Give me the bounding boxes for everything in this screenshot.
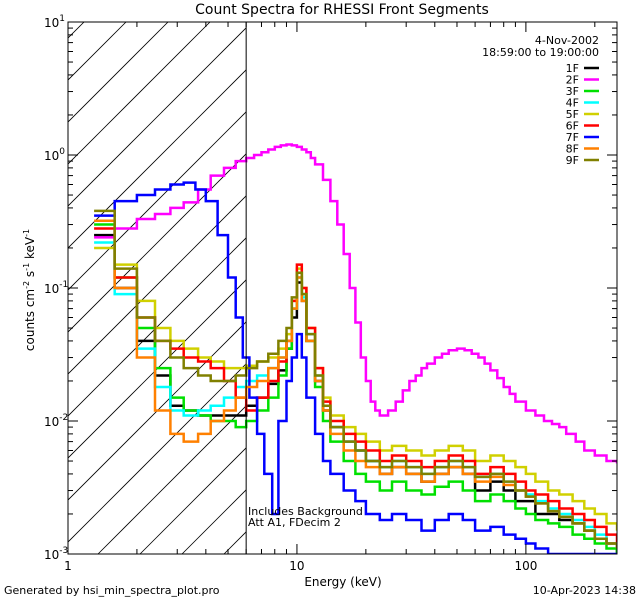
y-tick-label: 10-2 — [44, 413, 68, 429]
series-group — [94, 143, 617, 554]
x-tick-label: 1 — [64, 559, 72, 573]
chart-title: Count Spectra for RHESSI Front Segments — [195, 2, 489, 18]
y-tick-label: 101 — [44, 14, 65, 30]
hatch-line — [0, 0, 110, 554]
hatch-line — [68, 321, 247, 501]
legend-label: 4F — [566, 97, 579, 110]
series-line-2F — [94, 143, 617, 464]
legend-label: 5F — [566, 108, 579, 121]
hatch-line — [68, 153, 247, 333]
legend-label: 8F — [566, 143, 579, 156]
date-label: 4-Nov-2002 — [535, 34, 599, 47]
hatch-line — [68, 22, 211, 165]
legend-label: 7F — [566, 131, 579, 144]
hatch-line — [97, 405, 247, 554]
hatch-line — [518, 0, 640, 554]
hatch-line — [68, 111, 247, 291]
y-tick-label: 10-1 — [44, 280, 68, 296]
x-axis-label: Energy (keV) — [304, 575, 381, 589]
hatch-line — [68, 22, 169, 123]
legend-label: 6F — [566, 120, 579, 133]
y-axis-label: counts cm-2 s-1 keV-1 — [22, 229, 37, 351]
legend-label: 1F — [566, 62, 579, 75]
annotation-background: Includes Background — [248, 505, 363, 518]
hatch-line — [476, 0, 640, 554]
series-line-7F — [94, 181, 617, 554]
legend-label: 2F — [566, 74, 579, 87]
y-axis-ticks: 10-3 10-2 10-1 100 101 — [44, 14, 617, 562]
y-tick-label: 100 — [44, 147, 65, 163]
footer-generator: Generated by hsi_min_spectra_plot.pro — [4, 584, 220, 597]
hatch-line — [266, 0, 640, 554]
hatch-line — [68, 279, 247, 459]
legend-label: 9F — [566, 154, 579, 167]
hatch-line — [392, 0, 640, 554]
x-axis-ticks: 1 10 100 — [64, 22, 596, 573]
hatched-region — [0, 0, 640, 554]
annotation-attenuator: Att A1, FDecim 2 — [248, 516, 341, 529]
hatch-line — [68, 27, 247, 207]
series-line-5F — [94, 246, 617, 531]
hatch-line — [68, 195, 247, 375]
hatch-line — [350, 0, 640, 554]
series-line-9F — [94, 209, 617, 549]
x-tick-label: 100 — [514, 559, 537, 573]
time-range-label: 18:59:00 to 19:00:00 — [482, 46, 599, 59]
legend-label: 3F — [566, 85, 579, 98]
hatch-line — [68, 22, 127, 81]
hatch-line — [434, 0, 640, 554]
x-tick-label: 10 — [289, 559, 304, 573]
hatch-line — [68, 363, 247, 543]
footer-timestamp: 10-Apr-2023 14:38 — [533, 584, 636, 597]
hatch-line — [68, 237, 247, 417]
hatch-line — [139, 447, 247, 554]
y-tick-label: 10-3 — [44, 546, 68, 562]
